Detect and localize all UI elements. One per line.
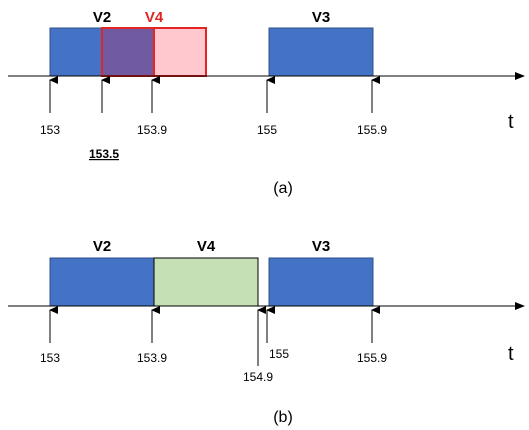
tick-label: 155: [257, 123, 277, 137]
axis-label-t: t: [508, 111, 514, 133]
caption-b: (b): [273, 409, 293, 426]
tick-label: 155: [269, 347, 289, 361]
tick-label: 153.9: [137, 123, 167, 137]
tick-label: 154.9: [243, 370, 273, 384]
caption-a: (a): [273, 180, 293, 197]
bar-label-v2: V2: [93, 9, 111, 26]
bar-label-v4: V4: [197, 238, 216, 255]
tick-label: 155.9: [357, 123, 387, 137]
bar-v3: [268, 27, 374, 77]
bar-label-v2: V2: [93, 238, 111, 255]
bar-v2: [49, 257, 155, 307]
panel-a: V2 V4 V3 t 153 153.5 153.9 155 155.9 (a): [8, 9, 525, 197]
tick-label: 153: [40, 351, 60, 365]
axis-label-t: t: [508, 343, 514, 365]
bar-v4: [153, 257, 259, 307]
bar-label-v3: V3: [312, 9, 330, 26]
bar-label-v3: V3: [312, 238, 330, 255]
tick-label-underlined: 153.5: [89, 147, 119, 161]
panel-b: V2 V4 V3 t 153 153.9 154.9 155 155.9 (b): [8, 238, 525, 426]
bar-label-v4: V4: [145, 9, 164, 26]
bar-v3: [268, 257, 374, 307]
bar-overlap: [101, 27, 155, 77]
tick-label: 155.9: [357, 351, 387, 365]
tick-label: 153.9: [137, 351, 167, 365]
tick-label: 153: [40, 123, 60, 137]
